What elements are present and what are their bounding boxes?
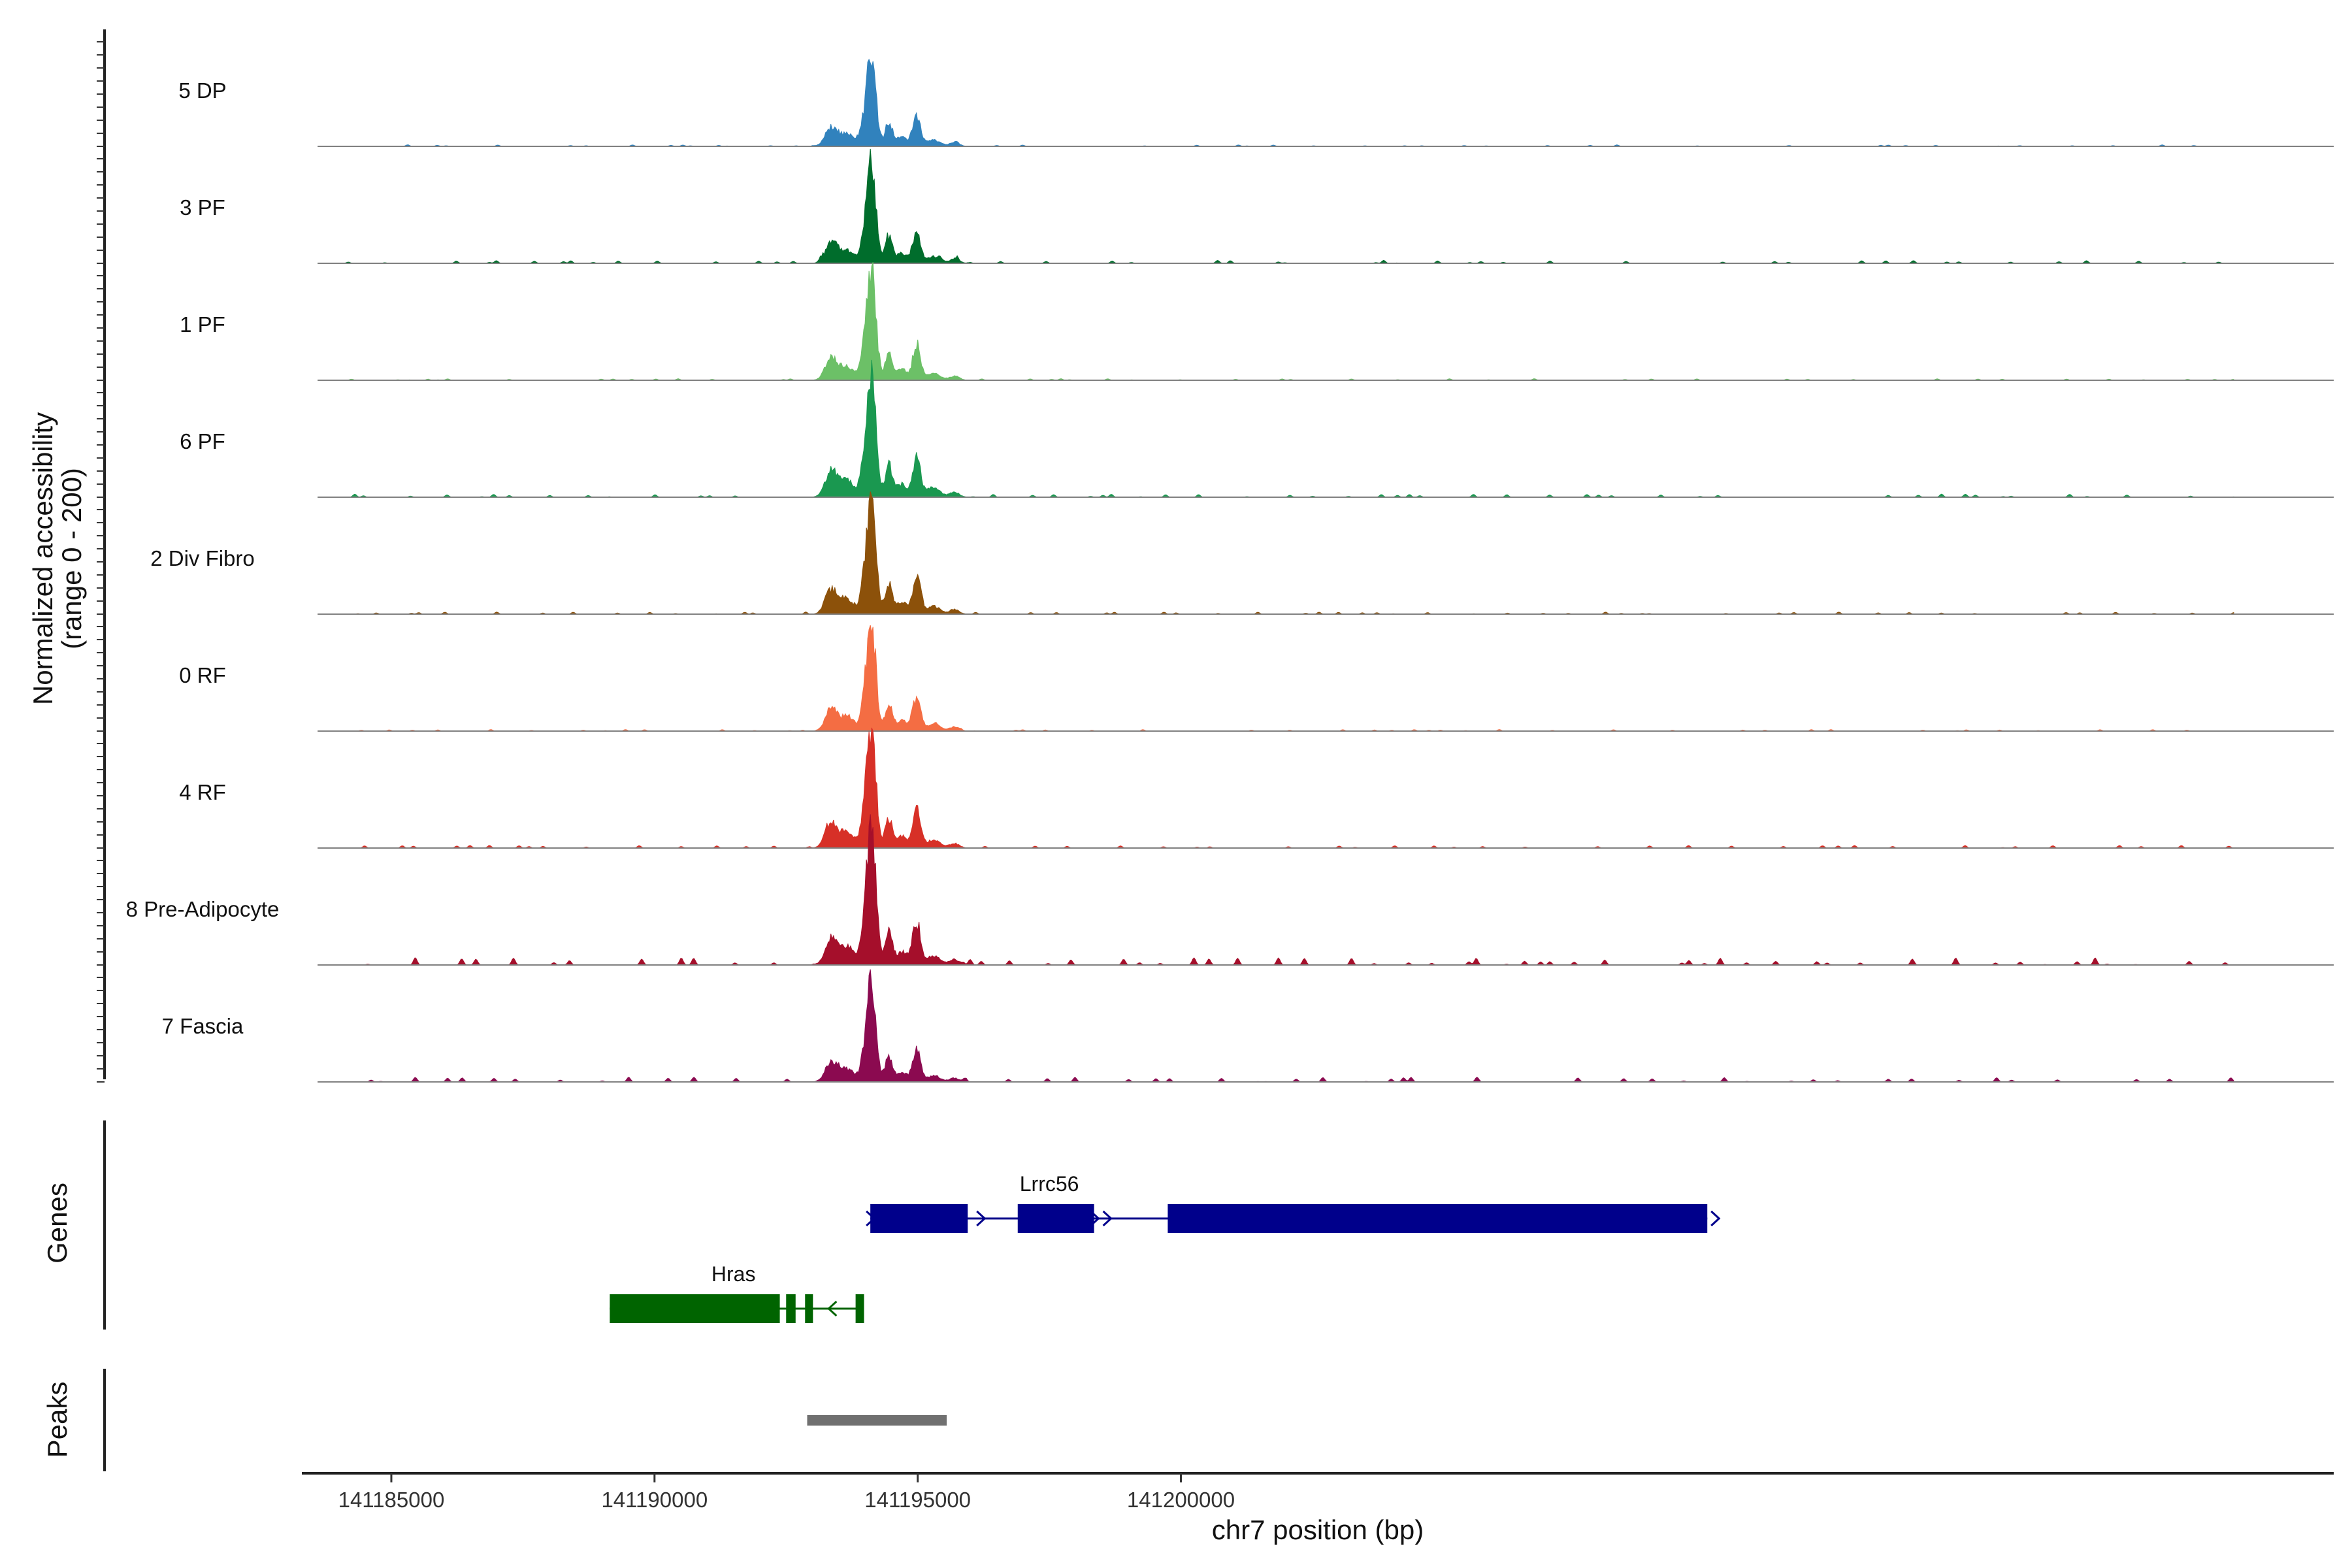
y-axis-title-group: Normalized accessibility (range 0 - 200) bbox=[27, 412, 87, 705]
track-8: 8 Pre-Adipocyte bbox=[126, 814, 2334, 966]
strand-chevron bbox=[976, 1210, 987, 1227]
track-7: 4 RF bbox=[179, 727, 2334, 849]
strand-chevron bbox=[1090, 1210, 1100, 1227]
gene-hras: Hras bbox=[610, 1262, 864, 1323]
track-5: 2 Div Fibro bbox=[150, 491, 2334, 615]
strand-chevron bbox=[866, 1210, 876, 1227]
genes-track-label-group: Genes bbox=[42, 1183, 73, 1264]
gene-exon bbox=[855, 1294, 864, 1323]
gene-exon bbox=[1168, 1204, 1708, 1233]
track-1: 5 DP bbox=[178, 58, 2334, 147]
x-tick-label: 141190000 bbox=[601, 1488, 708, 1512]
strand-chevron bbox=[1102, 1210, 1113, 1227]
peaks-track bbox=[807, 1415, 947, 1426]
peak-region bbox=[807, 1415, 947, 1426]
track-3: 1 PF bbox=[180, 262, 2334, 381]
track-label: 2 Div Fibro bbox=[150, 546, 255, 570]
gene-label: Lrrc56 bbox=[1020, 1172, 1079, 1196]
genes-track: Lrrc56 Hras bbox=[610, 1172, 1721, 1323]
track-2: 3 PF bbox=[180, 148, 2334, 264]
gene-exon bbox=[870, 1204, 968, 1233]
gene-exon bbox=[1017, 1204, 1094, 1233]
gene-exon bbox=[786, 1294, 796, 1323]
genes-track-label: Genes bbox=[42, 1183, 73, 1264]
gene-lrrc56: Lrrc56 bbox=[866, 1172, 1721, 1233]
track-label: 8 Pre-Adipocyte bbox=[126, 897, 280, 921]
track-label: 4 RF bbox=[179, 780, 226, 804]
track-6: 0 RF bbox=[179, 625, 2334, 732]
peaks-track-label: Peaks bbox=[42, 1382, 73, 1458]
track-4: 6 PF bbox=[180, 359, 2334, 498]
x-tick-label: 141185000 bbox=[338, 1488, 445, 1512]
x-axis-ticks: 141185000 141190000 141195000 141200000 bbox=[338, 1473, 1235, 1512]
strand-chevron bbox=[827, 1300, 838, 1317]
gene-exon bbox=[610, 1294, 780, 1323]
y-axis-title-line1: Normalized accessibility bbox=[27, 412, 58, 705]
track-label: 6 PF bbox=[180, 429, 225, 453]
gene-label: Hras bbox=[711, 1262, 756, 1286]
gene-exon bbox=[805, 1294, 813, 1323]
x-axis-title: chr7 position (bp) bbox=[1212, 1514, 1424, 1545]
track-label: 7 Fascia bbox=[162, 1014, 244, 1038]
track-label: 1 PF bbox=[180, 312, 225, 336]
y-axis-title-line2: (range 0 - 200) bbox=[56, 468, 87, 649]
strand-chevron bbox=[1710, 1210, 1721, 1227]
peaks-track-label-group: Peaks bbox=[42, 1382, 73, 1458]
track-label: 3 PF bbox=[180, 195, 225, 220]
track-label: 0 RF bbox=[179, 663, 226, 687]
coverage-y-axis-ticks bbox=[97, 41, 105, 1083]
track-9: 7 Fascia bbox=[162, 969, 2334, 1083]
coverage-tracks: 5 DP 3 PF 1 PF 6 PF 2 Div Fibro 0 RF 4 RF 8 Pre… bbox=[126, 58, 2334, 1083]
x-tick-label: 141200000 bbox=[1127, 1488, 1235, 1512]
x-tick-label: 141195000 bbox=[864, 1488, 971, 1512]
track-label: 5 DP bbox=[178, 78, 226, 103]
